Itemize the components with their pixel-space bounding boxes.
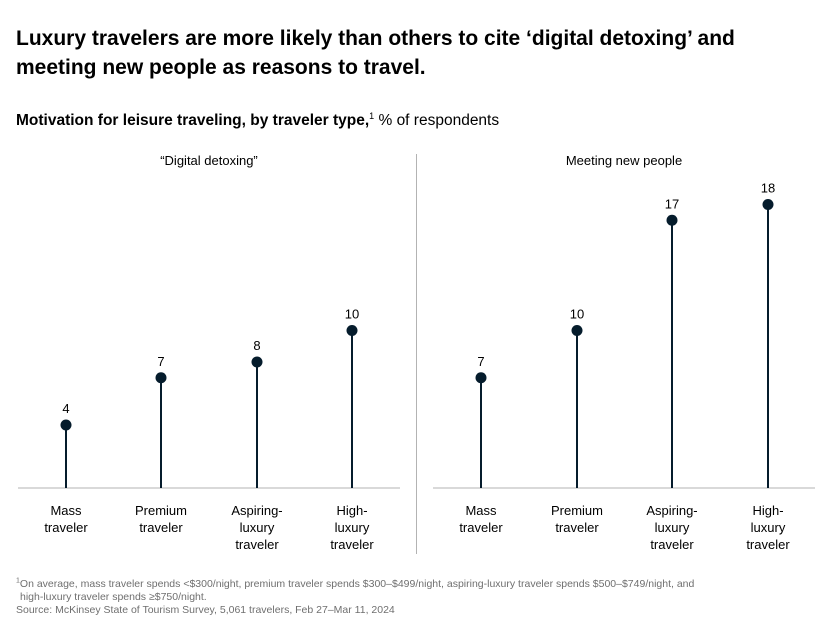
footnote-line-2: high-luxury traveler spends ≥$750/night. <box>20 591 207 603</box>
footnote-marker: 1 <box>16 577 20 585</box>
panel-2-dot-2 <box>571 325 583 336</box>
footnote-text-1: On average, mass traveler spends <$300/n… <box>19 578 695 590</box>
panel-2-title: Meeting new people <box>566 153 682 168</box>
panel-2-value-label-4: 18 <box>761 181 775 196</box>
panel-1-category-label-2-line-1: Premium <box>135 503 187 518</box>
panel-2-category-label-1-line-1: Mass <box>465 503 497 518</box>
source-note: Source: McKinsey State of Tourism Survey… <box>16 604 395 616</box>
panel-1-value-label-2: 7 <box>157 354 164 369</box>
panel-2-category-label-1-line-2: traveler <box>459 520 503 535</box>
chart-title: Luxury travelers are more likely than ot… <box>16 27 735 79</box>
panel-2-category-label-2-line-1: Premium <box>551 503 603 518</box>
panel-1-category-label-4-line-2: luxury <box>335 520 370 535</box>
panel-2-dot-4 <box>762 199 774 210</box>
panel-1-title: “Digital detoxing” <box>160 153 258 168</box>
footnote: 1On average, mass traveler spends <$300/… <box>16 578 816 617</box>
lollipop-charts: “Digital detoxing” 4 Mass traveler 7 Premium t… <box>18 153 815 554</box>
panel-2-category-label-2-line-2: traveler <box>555 520 599 535</box>
panel-2-dot-3 <box>666 214 678 226</box>
panel-1-dot-4 <box>346 325 358 336</box>
subtitle-unit: % of respondents <box>374 112 500 129</box>
panel-1-category-label-3-line-2: luxury <box>240 520 275 535</box>
panel-1-category-label-4-line-3: traveler <box>330 537 374 552</box>
panel-2-value-label-2: 10 <box>570 307 584 322</box>
panel-2-category-label-4-line-3: traveler <box>746 537 790 552</box>
panel-1-category-label-4-line-1: High- <box>336 503 367 518</box>
panel-1-category-label-1-line-1: Mass <box>50 503 82 518</box>
footnote-line-1: 1On average, mass traveler spends <$300/… <box>16 578 816 591</box>
subtitle-bold: Motivation for leisure traveling, by tra… <box>16 112 370 129</box>
panel-2-category-label-3-line-2: luxury <box>655 520 690 535</box>
subtitle-footnote-marker: 1 <box>369 110 375 121</box>
panel-2-value-label-1: 7 <box>477 354 484 369</box>
panel-1-dot-2 <box>155 372 167 384</box>
panel-1-value-label-4: 10 <box>345 307 359 322</box>
panel-2-category-label-3-line-1: Aspiring- <box>646 503 697 518</box>
panel-1-category-label-2-line-2: traveler <box>139 520 183 535</box>
panel-1-dot-3 <box>251 356 263 368</box>
panel-2-dot-1 <box>475 372 487 384</box>
panel-2-value-label-3: 17 <box>665 196 679 211</box>
panel-2-category-label-4-line-1: High- <box>752 503 783 518</box>
panel-1-value-label-3: 8 <box>253 338 260 353</box>
panel-1-dot-1 <box>60 419 72 431</box>
panel-1-value-label-1: 4 <box>62 401 69 416</box>
chart-subtitle: Motivation for leisure traveling, by tra… <box>16 110 500 130</box>
panel-1-category-label-3-line-1: Aspiring- <box>231 503 282 518</box>
panel-1-category-label-3-line-3: traveler <box>235 537 279 552</box>
panel-2-category-label-4-line-2: luxury <box>751 520 786 535</box>
panel-2-category-label-3-line-3: traveler <box>650 537 694 552</box>
panel-1-category-label-1-line-2: traveler <box>44 520 88 535</box>
